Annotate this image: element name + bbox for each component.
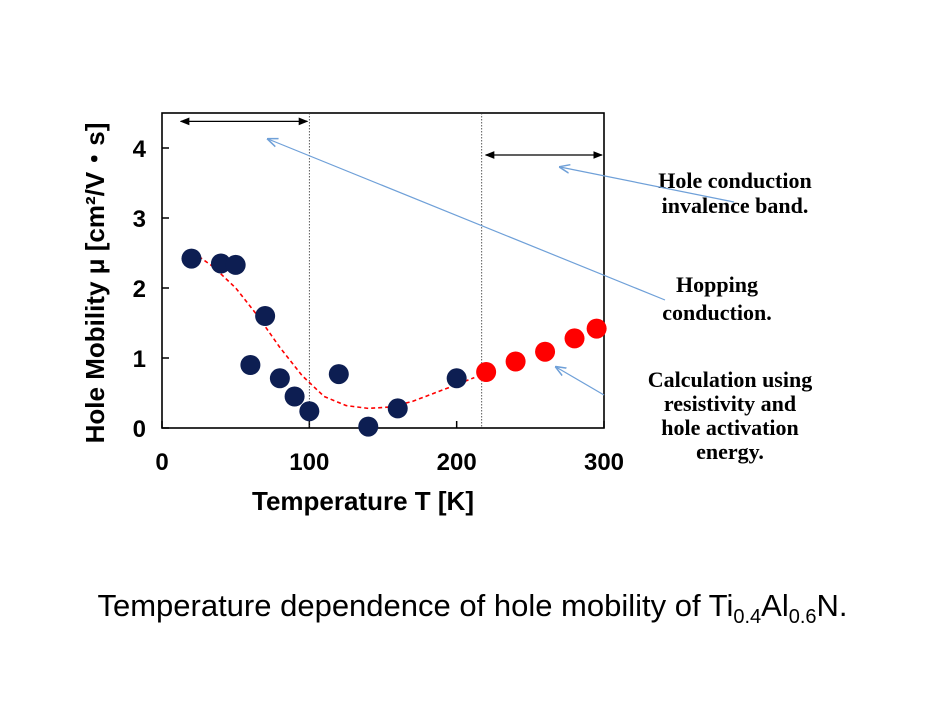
data-point-measured xyxy=(225,254,246,275)
annotation-line: hole activation xyxy=(661,415,799,440)
data-point-measured xyxy=(181,248,202,269)
plot-area: 0 100 200 300 0 1 2 3 4 Temperature T [K] Hole Mob… xyxy=(80,112,624,516)
data-point-measured xyxy=(269,368,290,389)
data-marks xyxy=(181,248,607,437)
data-point-measured xyxy=(255,306,276,326)
data-point-calculated xyxy=(564,328,585,349)
plot-frame xyxy=(161,112,605,429)
data-point-measured xyxy=(284,386,305,407)
annotation-line: Calculation using xyxy=(648,367,812,392)
data-point-measured xyxy=(328,364,349,385)
x-tick-label: 200 xyxy=(437,449,477,476)
annotation-text: Hole conduction invalence band. xyxy=(658,168,811,218)
data-point-measured xyxy=(210,253,231,274)
annotation-pointer xyxy=(560,167,735,203)
caption-subscript-al: 0.6 xyxy=(788,606,817,629)
annotation-text: Hopping conduction. xyxy=(662,272,771,325)
annotation-text: Calculation using resistivity and hole act… xyxy=(648,367,812,464)
fit-curve xyxy=(198,255,475,410)
data-point-calculated xyxy=(535,341,556,362)
annotation-line: Hopping xyxy=(676,272,758,297)
annotation-line: invalence band. xyxy=(662,193,809,218)
annotation-pointer xyxy=(556,367,605,396)
data-point-measured xyxy=(446,368,467,389)
data-point-calculated xyxy=(586,318,607,339)
y-tick-label: 4 xyxy=(133,136,147,163)
annotation-pointer xyxy=(268,139,666,301)
y-axis-title: Hole Mobility μ [cm²/V・s] xyxy=(80,123,110,444)
y-tick-label: 1 xyxy=(133,346,146,373)
annotation-line: Hole conduction xyxy=(658,168,811,193)
caption-text-n: N. xyxy=(816,588,848,623)
data-point-measured xyxy=(299,401,320,422)
annotations: Hole conduction invalence band. Hopping con… xyxy=(268,139,812,464)
annotation-line: conduction. xyxy=(662,300,771,325)
x-axis-title: Temperature T [K] xyxy=(252,486,474,516)
annotation-line: resistivity and xyxy=(664,391,796,416)
caption-text: Temperature dependence of hole mobility … xyxy=(97,588,734,623)
figure-caption: Temperature dependence of hole mobility … xyxy=(0,588,945,629)
x-tick-label: 300 xyxy=(584,449,624,476)
data-point-measured xyxy=(240,355,261,375)
x-tick-label: 0 xyxy=(155,449,168,476)
data-point-measured xyxy=(358,416,379,437)
data-point-calculated xyxy=(505,351,526,372)
y-tick-label: 3 xyxy=(133,206,146,233)
y-tick-label: 0 xyxy=(133,416,146,443)
caption-text-al: Al xyxy=(761,588,789,623)
x-tick-label: 100 xyxy=(289,449,329,476)
data-point-measured xyxy=(387,398,408,419)
y-tick-label: 2 xyxy=(133,276,146,303)
data-point-calculated xyxy=(476,362,497,382)
caption-subscript-ti: 0.4 xyxy=(733,606,762,629)
annotation-line: energy. xyxy=(696,439,764,464)
